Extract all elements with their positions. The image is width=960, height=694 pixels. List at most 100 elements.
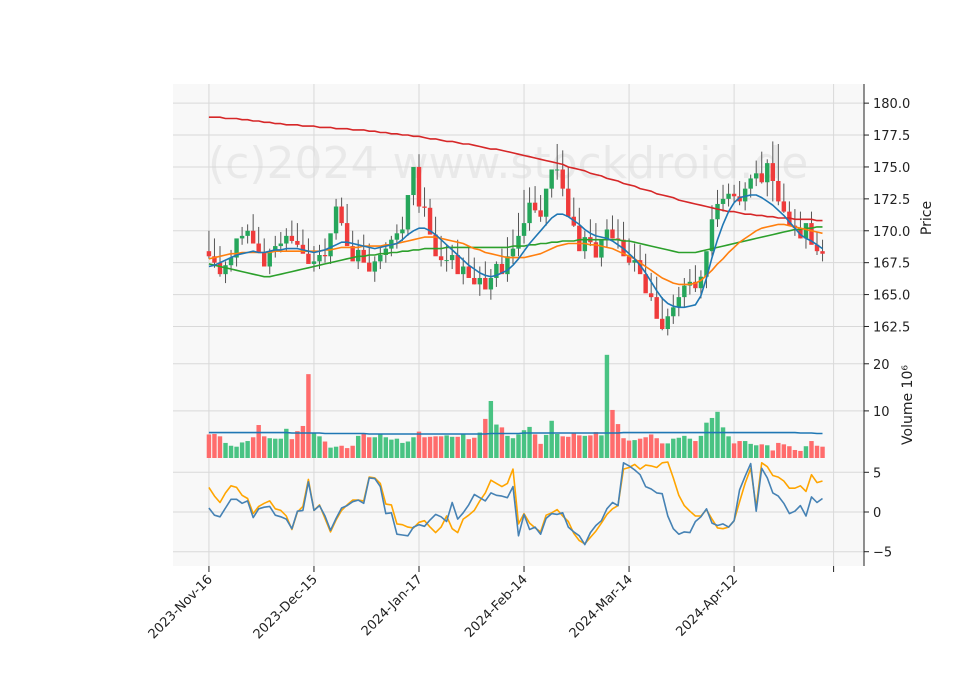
candle-body <box>776 180 781 202</box>
candle-body <box>206 251 212 257</box>
x-tick-label: 2023-Dec-15 <box>251 572 321 642</box>
volume-bar <box>599 435 604 458</box>
candle-body <box>278 243 284 247</box>
candle-body <box>566 188 571 217</box>
volume-bar <box>698 435 704 458</box>
candle-body <box>284 235 289 244</box>
candle-body <box>720 198 726 204</box>
candle-body <box>372 261 377 272</box>
candle-body <box>660 318 665 330</box>
candle-body <box>438 256 444 261</box>
volume-bar <box>273 438 278 458</box>
volume-bar <box>499 427 505 458</box>
volume-bar <box>720 427 726 458</box>
candle-body <box>549 169 554 189</box>
candle-body <box>505 256 510 275</box>
candle-body <box>709 219 715 252</box>
volume-axis-label: Volume 10⁶ <box>900 365 916 445</box>
volume-bar <box>621 438 626 458</box>
volume-bar <box>400 442 405 458</box>
volume-bar <box>306 374 311 458</box>
volume-bar <box>731 443 737 458</box>
volume-bar <box>560 436 565 458</box>
volume-bar <box>262 436 267 458</box>
candle-body <box>510 248 516 257</box>
candle-body <box>455 255 460 275</box>
volume-bar <box>648 434 654 458</box>
volume-bar <box>389 439 394 458</box>
volume-bar <box>461 433 466 458</box>
candle-body <box>306 253 311 264</box>
volume-bar <box>256 425 261 458</box>
price-axis-label: Price <box>919 201 935 235</box>
volume-bar <box>577 435 582 458</box>
candle-body <box>422 206 427 208</box>
price-tick-label: 165.0 <box>873 289 910 304</box>
candle-body <box>466 266 471 278</box>
candle-body <box>295 240 300 245</box>
volume-bar <box>554 433 560 458</box>
volume-bar <box>206 434 212 458</box>
candle-body <box>333 206 339 234</box>
volume-bar <box>582 435 588 458</box>
candle-body <box>671 307 676 317</box>
candle-body <box>554 169 560 171</box>
volume-bar <box>228 445 234 458</box>
candle-body <box>400 229 405 234</box>
candle-body <box>499 263 505 275</box>
volume-bar <box>339 445 344 458</box>
candlesticks <box>206 141 825 336</box>
volume-bar <box>311 433 317 458</box>
volume-bar <box>383 437 389 458</box>
candle-body <box>560 169 565 189</box>
ma-long-line <box>208 226 823 278</box>
volume-bar <box>505 435 510 458</box>
candle-body <box>726 193 731 199</box>
ma-short-line <box>208 194 823 309</box>
candle-body <box>737 196 742 202</box>
volume-bar <box>726 436 731 458</box>
candle-body <box>394 233 400 240</box>
volume-bar <box>632 440 637 458</box>
candle-body <box>543 188 549 217</box>
ma-200-line <box>208 116 823 222</box>
volume-bar <box>792 449 798 458</box>
volume-bar <box>676 437 682 458</box>
volume-bar <box>433 436 438 458</box>
volume-bar <box>759 444 764 458</box>
volume-bar <box>637 438 643 458</box>
candle-body <box>289 235 295 241</box>
volume-bar <box>543 434 549 458</box>
candle-body <box>577 225 582 252</box>
candle-body <box>809 223 814 245</box>
candle-body <box>483 277 488 290</box>
candle-body <box>262 252 267 267</box>
candle-body <box>416 166 422 207</box>
volume-bar <box>665 443 670 458</box>
volume-bar <box>300 425 306 458</box>
volume-bar <box>532 434 538 458</box>
candle-body <box>643 274 648 294</box>
volume-bar <box>472 437 477 458</box>
volume-ma-line <box>208 431 823 435</box>
volume-bar <box>516 434 521 458</box>
x-tick-label: 2023-Nov-16 <box>146 572 216 642</box>
volume-bar <box>566 436 571 458</box>
candle-body <box>433 234 438 257</box>
volume-bar <box>798 450 803 458</box>
candle-body <box>593 242 599 258</box>
candle-body <box>654 297 659 319</box>
volume-bar <box>295 431 300 458</box>
candle-body <box>217 262 223 275</box>
candle-body <box>328 233 333 257</box>
volume-bar <box>571 433 576 458</box>
volume-bar <box>427 436 433 458</box>
candle-body <box>693 281 698 289</box>
candle-body <box>803 223 809 239</box>
volume-bar <box>239 442 245 458</box>
volume-bar <box>245 441 250 458</box>
volume-bar <box>322 441 328 458</box>
volume-bar <box>770 450 775 458</box>
volume-bar <box>378 433 383 458</box>
